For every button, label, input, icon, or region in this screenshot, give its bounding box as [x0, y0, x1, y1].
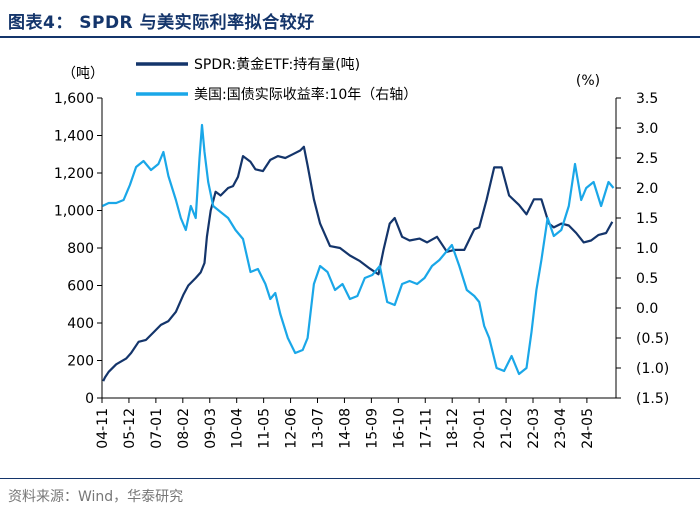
title-rule — [0, 36, 700, 38]
x-tick-label: 24-05 — [580, 408, 596, 449]
legend-spdr-label: SPDR:黄金ETF:持有量(吨) — [194, 56, 360, 73]
left-tick-label: 200 — [67, 354, 94, 370]
x-tick-label: 12-06 — [284, 408, 300, 449]
left-tick-label: 1,000 — [54, 204, 94, 220]
right-tick-label: 1.0 — [636, 241, 658, 257]
x-tick-label: 16-10 — [391, 408, 407, 449]
chart-legend: SPDR:黄金ETF:持有量(吨) 美国:国债实际收益率:10年（右轴） — [136, 56, 417, 103]
x-tick-label: 13-07 — [311, 408, 327, 449]
real-rate-line — [102, 123, 615, 376]
right-tick-label: (1.0) — [636, 361, 669, 377]
dual-axis-line-chart: 0 200 400 600 800 1,000 1,200 1,400 1,600 （吨） (1.5… — [54, 56, 669, 449]
right-tick-label: 2.5 — [636, 151, 658, 167]
x-tick-label: 08-02 — [176, 408, 192, 449]
left-tick-label: 400 — [67, 316, 94, 332]
x-tick-label: 23-04 — [553, 408, 569, 449]
right-tick-label: 3.5 — [636, 91, 658, 107]
axes-group: 0 200 400 600 800 1,000 1,200 1,400 1,600 （吨） (1.5… — [54, 66, 669, 449]
right-tick-label: 0.5 — [636, 271, 658, 287]
x-tick-label: 11-05 — [257, 408, 273, 449]
left-tick-label: 600 — [67, 279, 94, 295]
right-tick-label: 3.0 — [636, 121, 658, 137]
right-tick-label: (1.5) — [636, 391, 669, 407]
x-tick-label: 15-09 — [364, 408, 380, 449]
x-tick-label: 09-03 — [203, 408, 219, 449]
x-tick-label: 20-01 — [472, 408, 488, 449]
x-tick-label: 21-02 — [499, 408, 515, 449]
left-tick-label: 1,200 — [54, 166, 94, 182]
source-note: 资料来源：Wind，华泰研究 — [8, 489, 184, 505]
x-tick-label: 07-01 — [149, 408, 165, 449]
left-tick-label: 0 — [85, 391, 94, 407]
x-tick-label: 04-11 — [95, 408, 111, 449]
figure-title: 图表4： SPDR 与美实际利率拟合较好 — [8, 13, 315, 33]
left-tick-label: 800 — [67, 241, 94, 257]
right-tick-label: 1.5 — [636, 211, 658, 227]
series-group — [102, 123, 615, 382]
right-tick-label: 2.0 — [636, 181, 658, 197]
spdr-holdings-line — [102, 145, 614, 382]
right-tick-label: (0.5) — [636, 331, 669, 347]
x-tick-label: 10-04 — [230, 408, 246, 449]
right-tick-label: 0.0 — [636, 301, 658, 317]
x-tick-label: 18-12 — [445, 408, 461, 449]
x-tick-label: 17-11 — [418, 408, 434, 449]
x-tick-label: 05-12 — [122, 408, 138, 449]
legend-real-rate-label: 美国:国债实际收益率:10年（右轴） — [194, 86, 417, 103]
x-tick-label: 22-03 — [526, 408, 542, 449]
left-tick-label: 1,600 — [54, 91, 94, 107]
left-axis-unit: （吨） — [62, 66, 104, 82]
right-axis-unit: (%) — [576, 73, 600, 89]
x-tick-label: 14-08 — [337, 408, 353, 449]
source-rule — [0, 478, 700, 479]
left-tick-label: 1,400 — [54, 129, 94, 145]
